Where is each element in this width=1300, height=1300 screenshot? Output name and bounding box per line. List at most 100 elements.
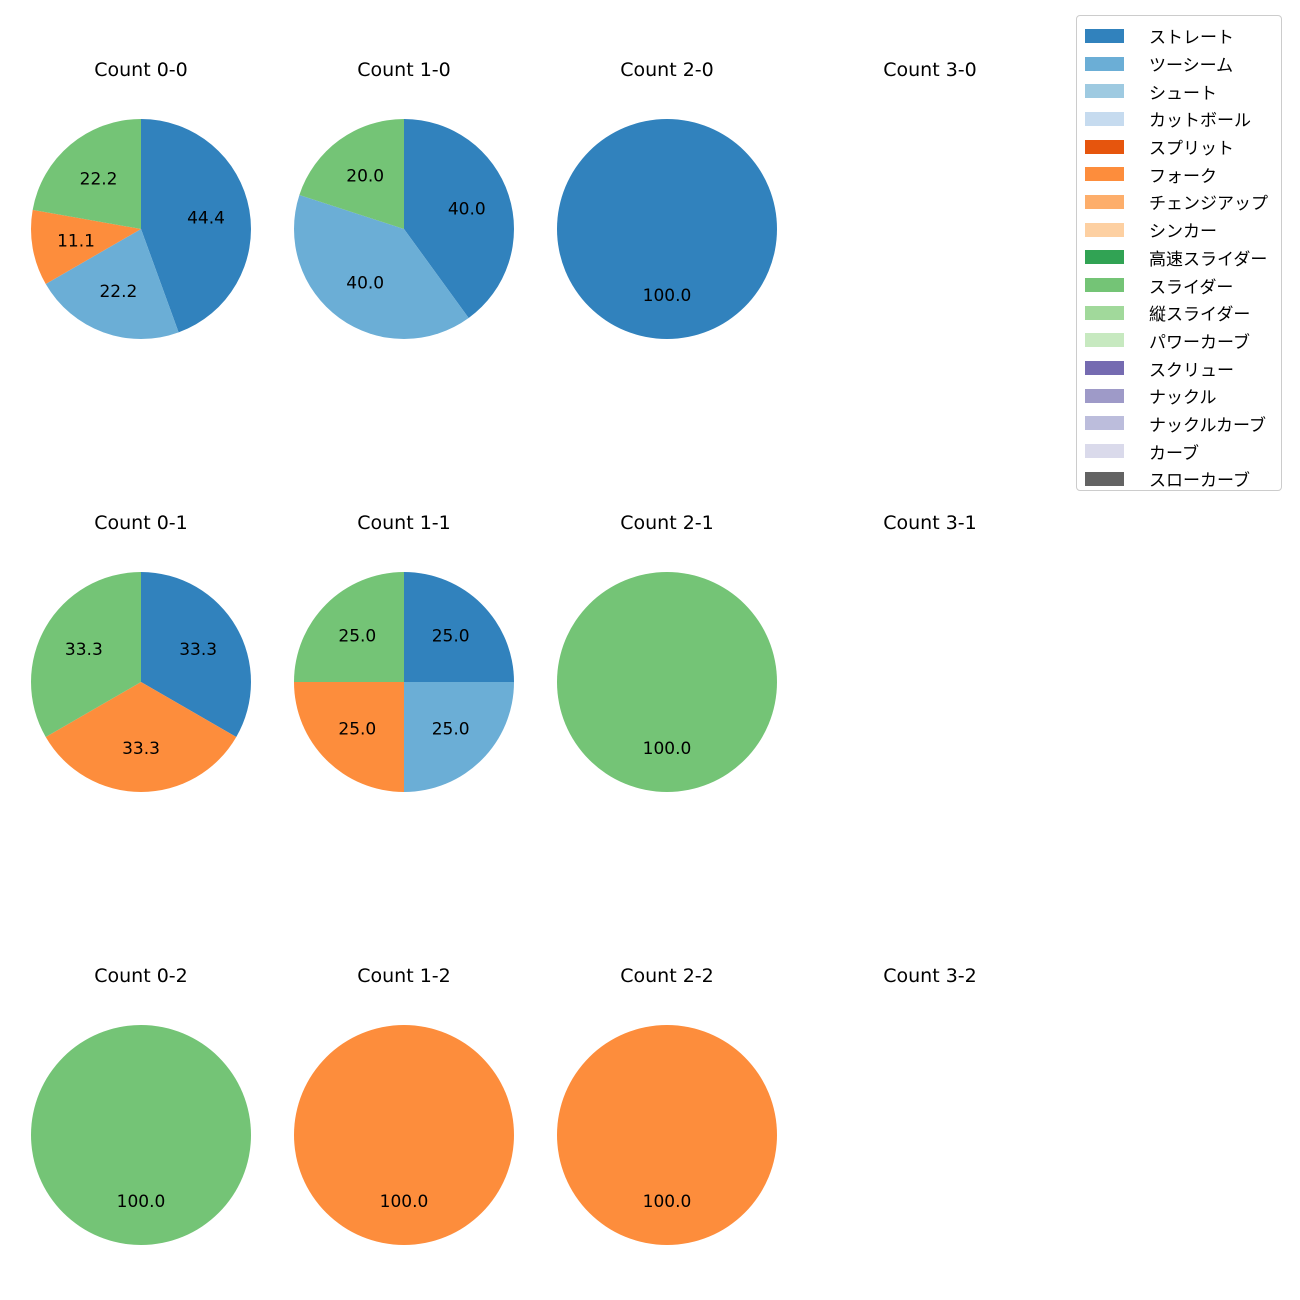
- legend-entry: 高速スライダー: [1077, 244, 1281, 272]
- pie-title: Count 2-2: [620, 965, 714, 987]
- legend-label: シュート: [1149, 83, 1217, 104]
- legend-swatch: [1085, 56, 1124, 71]
- pie-slice: [557, 572, 777, 792]
- legend-label: ナックルカーブ: [1149, 415, 1266, 436]
- legend-label: フォーク: [1149, 166, 1217, 187]
- pie-title: Count 2-1: [620, 512, 714, 534]
- pie-slice: [294, 682, 404, 792]
- pie-slice: [299, 119, 404, 229]
- pie-slice: [30, 209, 142, 284]
- pie-title: Count 0-0: [94, 59, 188, 81]
- legend-swatch: [1085, 250, 1124, 265]
- slice-label: 25.0: [432, 626, 470, 646]
- legend-label: カーブ: [1149, 443, 1199, 464]
- legend-swatch: [1085, 305, 1124, 320]
- legend-swatch: [1085, 416, 1124, 431]
- legend-entry: ツーシーム: [1077, 50, 1281, 78]
- slice-label: 22.2: [80, 169, 118, 189]
- slice-label: 100.0: [643, 739, 692, 759]
- legend-entry: チェンジアップ: [1077, 188, 1281, 216]
- legend-entry: カットボール: [1077, 105, 1281, 133]
- legend-label: スクリュー: [1149, 360, 1234, 381]
- pie-title: Count 3-1: [883, 512, 977, 534]
- slice-label: 100.0: [643, 286, 692, 306]
- pie-slice: [45, 682, 237, 792]
- legend-label: シンカー: [1149, 222, 1217, 243]
- legend-swatch: [1085, 111, 1124, 126]
- slice-label: 11.1: [57, 231, 95, 251]
- slice-label: 33.3: [179, 640, 217, 660]
- pie-slice: [404, 682, 514, 792]
- slice-label: 25.0: [432, 720, 470, 740]
- legend-swatch: [1085, 333, 1124, 348]
- pie-slice: [294, 195, 469, 340]
- legend-label: チェンジアップ: [1149, 194, 1268, 215]
- legend-entry: カーブ: [1077, 437, 1281, 465]
- legend-entry: ナックル: [1077, 382, 1281, 410]
- legend-swatch: [1085, 28, 1124, 43]
- pie-slice: [404, 572, 514, 682]
- legend-entry: スローカーブ: [1077, 465, 1281, 493]
- pie-slice: [404, 119, 515, 318]
- legend-label: 縦スライダー: [1149, 305, 1251, 326]
- slice-label: 100.0: [643, 1192, 692, 1212]
- pie-slice: [557, 1025, 777, 1245]
- pie-title: Count 1-2: [357, 965, 451, 987]
- legend-entry: 縦スライダー: [1077, 299, 1281, 327]
- legend-swatch: [1085, 139, 1124, 154]
- pie-title: Count 0-1: [94, 512, 188, 534]
- legend-swatch: [1085, 444, 1124, 459]
- legend-entry: スプリット: [1077, 133, 1281, 161]
- legend-entry: パワーカーブ: [1077, 327, 1281, 355]
- legend-label: ストレート: [1149, 28, 1234, 49]
- legend-swatch: [1085, 167, 1124, 182]
- slice-label: 33.3: [65, 640, 103, 660]
- legend-swatch: [1085, 222, 1124, 237]
- legend-entry: シュート: [1077, 77, 1281, 105]
- legend-swatch: [1085, 388, 1124, 403]
- pie-title: Count 0-2: [94, 965, 188, 987]
- legend-label: カットボール: [1149, 111, 1251, 132]
- slice-label: 25.0: [338, 720, 376, 740]
- legend-label: スライダー: [1149, 277, 1234, 298]
- legend-label: スプリット: [1149, 139, 1234, 160]
- legend-entry: フォーク: [1077, 160, 1281, 188]
- legend-swatch: [1085, 471, 1124, 486]
- slice-label: 22.2: [99, 282, 137, 302]
- pie-title: Count 1-1: [357, 512, 451, 534]
- legend-entry: スクリュー: [1077, 354, 1281, 382]
- legend-label: ナックル: [1149, 388, 1217, 409]
- slice-label: 20.0: [346, 167, 384, 187]
- slice-label: 33.3: [122, 739, 160, 759]
- legend-label: パワーカーブ: [1149, 332, 1250, 353]
- pie-slice: [31, 572, 142, 737]
- pie-slice: [31, 1025, 251, 1245]
- legend-swatch: [1085, 361, 1124, 376]
- pie-slice: [45, 229, 179, 339]
- legend-label: 高速スライダー: [1149, 249, 1268, 270]
- legend: ストレートツーシームシュートカットボール スプリットフォークチェンジアップ シンカー…: [1076, 15, 1282, 491]
- slice-label: 40.0: [346, 273, 384, 293]
- pie-slice: [141, 572, 251, 737]
- slice-label: 44.4: [187, 209, 225, 229]
- legend-swatch: [1085, 194, 1124, 209]
- pie-title: Count 1-0: [357, 59, 451, 81]
- pie-slice: [294, 572, 404, 682]
- pie-title: Count 3-0: [883, 59, 977, 81]
- pie-slice: [32, 119, 142, 229]
- legend-label: ツーシーム: [1149, 56, 1234, 77]
- pie-title: Count 2-0: [620, 59, 714, 81]
- legend-entry: ナックルカーブ: [1077, 410, 1281, 438]
- pie-slice: [141, 119, 251, 333]
- legend-entry: ストレート: [1077, 22, 1281, 50]
- pie-slice: [294, 1025, 514, 1245]
- slice-label: 100.0: [117, 1192, 166, 1212]
- legend-entry: スライダー: [1077, 271, 1281, 299]
- legend-entry: シンカー: [1077, 216, 1281, 244]
- legend-swatch: [1085, 84, 1124, 99]
- legend-label: スローカーブ: [1149, 471, 1250, 492]
- slice-label: 100.0: [380, 1192, 429, 1212]
- slice-label: 25.0: [338, 626, 376, 646]
